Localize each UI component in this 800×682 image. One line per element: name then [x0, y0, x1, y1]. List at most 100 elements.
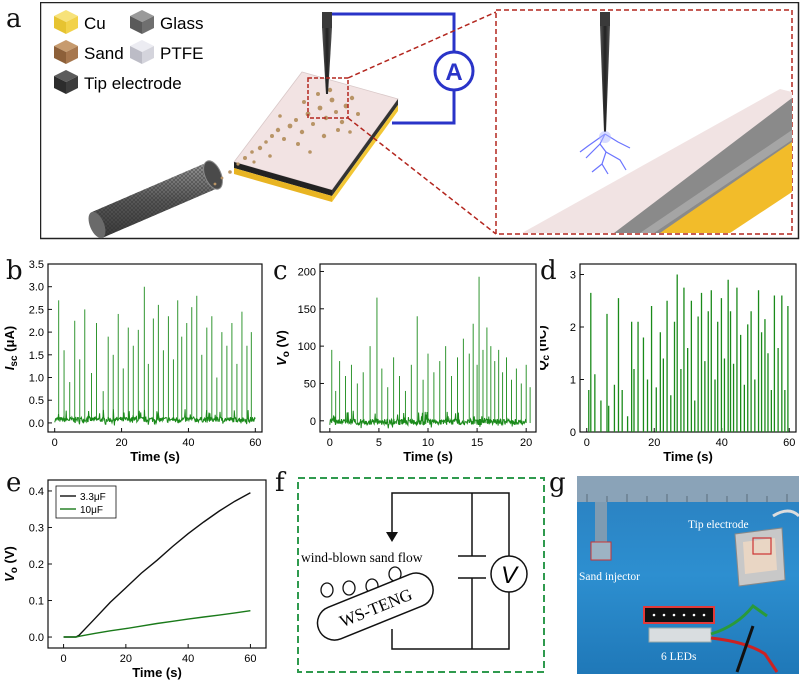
y-tick-label: 1: [570, 375, 576, 387]
y-tick-label: 1.5: [29, 350, 44, 362]
x-tick-label: 40: [182, 653, 194, 665]
legend-glass-label: Glass: [160, 14, 203, 33]
device-stack: [233, 71, 399, 202]
y-tick-label: 0: [570, 427, 576, 439]
ammeter-label: A: [445, 59, 462, 86]
x-tick-label: 5: [376, 437, 382, 449]
legend-tip-label: Tip electrode: [84, 74, 182, 93]
y-tick-label: 0.4: [29, 486, 44, 498]
legend-sand-label: Sand: [84, 44, 124, 63]
breadboard: [648, 627, 712, 643]
y-tick-label: 0.0: [29, 632, 44, 644]
y-tick-label: 0: [310, 416, 316, 428]
zoom-inset: [495, 9, 793, 235]
x-tick-label: 40: [716, 437, 728, 449]
y-tick-label: 0.2: [29, 559, 44, 571]
leds-label: 6 LEDs: [661, 651, 697, 663]
y-tick-label: 0.5: [29, 395, 44, 407]
legend-glass-swatch: [130, 10, 154, 34]
x-tick-label: 60: [249, 437, 261, 449]
x-axis-label: Time (s): [663, 449, 713, 464]
x-tick-label: 10: [422, 437, 434, 449]
led-display: [643, 606, 715, 624]
chart-e: 0 20 40 60 0.0 0.1 0.2 0.3 0.4 Time (s) Vo (V) 3.3μ…: [2, 479, 267, 680]
chart-d: 0 20 40 60 0 1 2 3 Time (s) Qc (nC): [540, 263, 797, 464]
noise-trace: [54, 409, 256, 426]
y-axis-label: Qc (nC): [540, 325, 552, 370]
zoom-connector: [347, 117, 497, 235]
panel-label-a: a: [6, 4, 22, 34]
x-tick-label: 40: [182, 437, 194, 449]
panel-label-d: d: [540, 256, 557, 286]
led-lights: [652, 613, 706, 617]
y-tick-label: 2.0: [29, 327, 44, 339]
x-tick-label: 20: [648, 437, 660, 449]
ammeter-icon: [433, 50, 475, 92]
panel-label-b: b: [6, 256, 23, 286]
series-line-1: [63, 610, 251, 638]
sand-injector-label: Sand injector: [579, 571, 640, 583]
ruler: [577, 476, 799, 502]
y-tick-label: 0.0: [29, 418, 44, 430]
x-tick-label: 0: [584, 437, 590, 449]
zoom-region: [307, 77, 349, 119]
y-tick-label: 100: [298, 341, 316, 353]
voltmeter-label: V: [501, 562, 519, 589]
legend-tip-swatch: [54, 70, 78, 94]
y-tick-label: 3: [570, 270, 576, 282]
x-tick-label: 20: [115, 437, 127, 449]
y-axis-label: Vo (V): [274, 330, 292, 366]
y-tick-label: 0.3: [29, 522, 44, 534]
sand-flow-label: wind-blown sand flow: [301, 550, 423, 565]
x-axis-label: Time (s): [403, 449, 453, 464]
tip-electrode: [322, 12, 332, 94]
y-axis-label: Isc (μA): [2, 326, 20, 370]
sand-injector-tube: [88, 160, 223, 239]
sand-particles: [213, 87, 360, 186]
panel-label-c: c: [273, 256, 288, 286]
series-line-0: [63, 492, 251, 638]
panel-label-g: g: [549, 468, 566, 498]
y-tick-label: 1.0: [29, 373, 44, 385]
clip-wires: [710, 603, 779, 673]
y-axis-label: Vo (V): [2, 546, 20, 582]
y-tick-label: 50: [304, 378, 316, 390]
tip-region: [752, 537, 772, 555]
y-tick-label: 3.0: [29, 282, 44, 294]
x-tick-label: 60: [783, 437, 795, 449]
legend-cu-label: Cu: [84, 14, 106, 33]
y-tick-label: 150: [298, 304, 316, 316]
arrow-down-icon: [386, 532, 398, 542]
legend-ptfe-label: PTFE: [160, 44, 203, 63]
y-tick-label: 3.5: [29, 259, 44, 271]
glass-edge: [234, 162, 332, 196]
y-tick-label: 200: [298, 266, 316, 278]
x-axis-label: Time (s): [130, 449, 180, 464]
x-axis-label: Time (s): [132, 665, 182, 680]
panel-f-circuit: V wind-blown sand flow WS-TENG: [297, 477, 545, 673]
y-tick-label: 2.5: [29, 304, 44, 316]
plot-frame: [47, 263, 263, 433]
legend-sand-swatch: [54, 40, 78, 64]
circuit-wires: [327, 12, 456, 125]
y-tick-label: 2: [570, 322, 576, 334]
x-tick-label: 20: [120, 653, 132, 665]
panel-a-schematic: Cu Sand Tip electrode Glass PTFE A: [40, 2, 800, 240]
x-tick-label: 15: [471, 437, 483, 449]
tip-electrode-label: Tip electrode: [688, 519, 749, 531]
voltmeter-icon: [490, 555, 528, 593]
legend-label: 3.3μF: [80, 492, 106, 503]
x-tick-label: 0: [61, 653, 67, 665]
chart-b: 0 20 40 60 0.0 0.5 1.0 1.5 2.0 2.5 3.0 3.5 Time (s) I…: [2, 259, 263, 464]
panel-label-e: e: [6, 468, 22, 498]
legend-ptfe-swatch: [130, 40, 154, 64]
legend-label: 10μF: [80, 505, 103, 516]
y-tick-label: 0.1: [29, 596, 44, 608]
legend-cu-swatch: [54, 10, 78, 34]
legend-box: [55, 485, 117, 519]
circuit-lines: [391, 492, 510, 650]
x-tick-label: 20: [520, 437, 532, 449]
x-tick-label: 0: [327, 437, 333, 449]
x-tick-label: 0: [52, 437, 58, 449]
